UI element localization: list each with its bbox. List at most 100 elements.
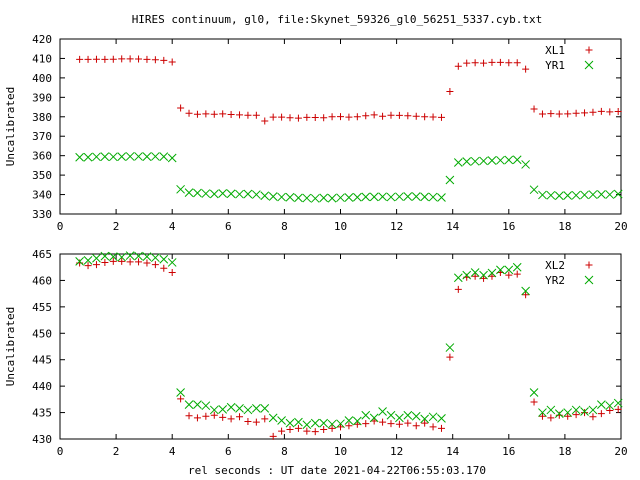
- chart-panel-1: 0 2 4 6 8 10 12 14 16 18 20 330 340 350 360 370 380 390 40…: [4, 33, 628, 233]
- data-point-yr2: [201, 401, 211, 411]
- data-point-yr2: [479, 270, 488, 280]
- data-point-xl2: [294, 424, 302, 432]
- data-point-xl1: [143, 55, 151, 63]
- data-point-yr2: [243, 405, 253, 415]
- data-point-xl1: [564, 110, 572, 118]
- data-point-xl1: [572, 109, 580, 117]
- data-point-yr2: [386, 410, 396, 420]
- data-point-yr2: [159, 254, 169, 264]
- data-point-yr1: [554, 191, 564, 201]
- data-point-yr2: [395, 413, 404, 423]
- data-point-yr2: [496, 265, 505, 275]
- data-point-yr2: [277, 416, 286, 425]
- data-point-yr1: [428, 192, 438, 202]
- data-point-yr2: [563, 408, 573, 417]
- data-point-yr2: [538, 408, 547, 417]
- legend-label: XL2: [545, 259, 565, 272]
- data-point-yr1: [285, 192, 295, 202]
- data-point-xl1: [513, 59, 521, 67]
- data-point-xl1: [505, 59, 513, 67]
- data-point-yr1: [134, 152, 143, 161]
- legend-marker: [584, 60, 594, 70]
- x-axis-label: rel seconds : UT date 2021-04-22T06:55:0…: [188, 464, 486, 477]
- data-point-xl2: [160, 264, 168, 272]
- data-point-xl1: [421, 113, 429, 121]
- x-tick-label: 16: [502, 220, 515, 233]
- data-point-yr2: [176, 388, 185, 397]
- data-point-xl2: [522, 291, 530, 299]
- data-point-xl1: [395, 111, 403, 119]
- x-tick-label: 20: [614, 445, 627, 458]
- data-point-yr2: [521, 286, 530, 296]
- data-point-xl1: [538, 110, 546, 118]
- data-point-yr1: [260, 191, 270, 201]
- data-point-yr2: [319, 418, 329, 428]
- data-point-yr2: [411, 411, 421, 421]
- data-point-xl2: [320, 425, 328, 433]
- data-point-xl1: [387, 111, 395, 119]
- data-point-xl2: [328, 424, 336, 432]
- data-point-xl2: [538, 412, 546, 420]
- data-point-xl1: [286, 114, 294, 122]
- y-axis-label: Uncalibrated: [4, 307, 17, 386]
- x-tick-label: 4: [169, 220, 176, 233]
- data-point-yr2: [235, 403, 244, 413]
- data-point-yr1: [571, 190, 581, 200]
- data-point-yr1: [369, 192, 379, 202]
- data-point-yr1: [496, 155, 505, 165]
- data-point-yr2: [209, 405, 219, 415]
- data-point-xl2: [589, 413, 597, 421]
- data-point-yr1: [512, 155, 522, 165]
- data-point-yr1: [75, 152, 84, 162]
- data-point-xl1: [555, 110, 563, 118]
- data-point-yr2: [445, 343, 455, 352]
- data-point-yr2: [462, 270, 472, 280]
- data-point-xl2: [202, 412, 210, 420]
- data-point-yr1: [268, 192, 278, 201]
- data-point-xl1: [135, 55, 143, 63]
- y-tick-label: 350: [32, 169, 52, 182]
- data-point-xl1: [84, 55, 92, 63]
- data-point-yr2: [403, 410, 413, 420]
- data-point-yr2: [294, 417, 303, 427]
- data-point-xl1: [463, 59, 471, 67]
- x-tick-label: 10: [334, 220, 347, 233]
- x-tick-label: 6: [225, 445, 232, 458]
- data-point-yr1: [294, 193, 303, 203]
- data-point-xl1: [337, 113, 344, 121]
- data-point-xl1: [471, 59, 479, 67]
- data-point-xl1: [581, 109, 589, 117]
- data-point-yr1: [588, 190, 598, 199]
- data-point-yr1: [201, 189, 211, 198]
- data-point-yr2: [588, 405, 598, 415]
- data-point-yr1: [167, 153, 177, 163]
- x-tick-label: 6: [225, 220, 232, 233]
- data-point-yr1: [546, 190, 556, 200]
- data-point-xl2: [219, 413, 227, 421]
- legend-label: XL1: [545, 44, 565, 57]
- data-point-xl2: [513, 270, 521, 278]
- data-point-yr2: [580, 407, 589, 416]
- data-point-xl1: [294, 114, 302, 122]
- x-tick-label: 20: [614, 220, 627, 233]
- data-point-xl1: [227, 110, 235, 118]
- data-point-yr1: [209, 189, 219, 199]
- data-point-xl1: [92, 55, 100, 63]
- data-point-yr2: [151, 253, 160, 263]
- y-tick-label: 340: [32, 189, 52, 202]
- y-tick-label: 440: [32, 380, 52, 393]
- data-point-yr2: [504, 265, 514, 275]
- data-point-xl1: [328, 113, 336, 121]
- data-point-xl2: [261, 415, 269, 423]
- data-point-xl2: [353, 420, 361, 428]
- data-point-xl1: [109, 55, 117, 63]
- y-tick-label: 380: [32, 111, 52, 124]
- data-point-xl2: [480, 274, 488, 282]
- data-point-yr1: [437, 193, 446, 202]
- legend-label: YR1: [545, 59, 565, 72]
- x-tick-label: 8: [281, 220, 288, 233]
- data-point-yr2: [310, 418, 320, 428]
- x-tick-label: 16: [502, 445, 515, 458]
- data-point-yr1: [529, 185, 539, 195]
- data-point-xl2: [151, 261, 159, 269]
